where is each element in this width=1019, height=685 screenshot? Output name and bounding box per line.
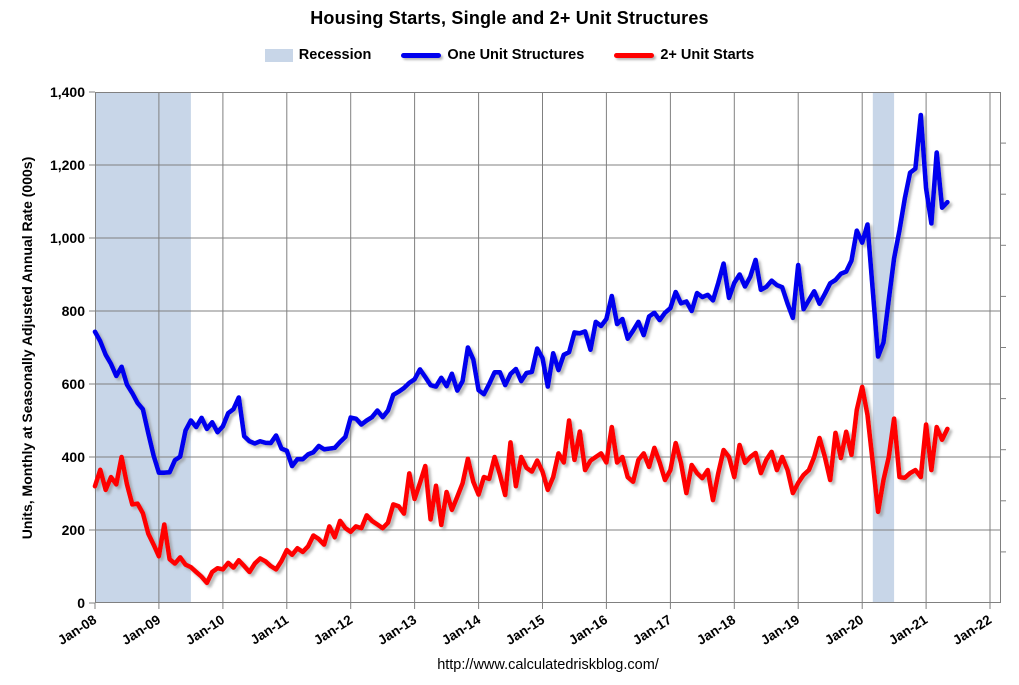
legend-label-two-plus: 2+ Unit Starts [660, 47, 755, 63]
plot-area [89, 91, 1006, 609]
legend-item-recession: Recession [264, 47, 372, 63]
footer-url: http://www.calculatedriskblog.com/ [437, 657, 659, 673]
recession-band [95, 92, 191, 603]
y-tick-label: 0 [77, 595, 85, 611]
y-axis-title: Units, Monthly at Seasonally Adjusted An… [19, 156, 35, 540]
legend: Recession One Unit Structures 2+ Unit St… [0, 47, 1019, 63]
chart-title: Housing Starts, Single and 2+ Unit Struc… [310, 8, 709, 28]
y-tick-label: 200 [61, 522, 85, 538]
legend-label-recession: Recession [298, 47, 372, 63]
y-tick-label: 400 [61, 449, 85, 465]
y-tick-label: 1,400 [49, 84, 85, 100]
one-unit-line-swatch [401, 52, 442, 58]
recession-band-swatch [264, 48, 293, 62]
plot-svg [89, 91, 1006, 609]
one-unit-structures-line [92, 112, 950, 476]
legend-item-two-plus: 2+ Unit Starts [614, 47, 754, 63]
two-plus-unit-starts-line [92, 384, 950, 586]
y-tick-label: 1,000 [49, 230, 85, 246]
legend-item-one-unit: One Unit Structures [401, 47, 584, 63]
y-tick-label: 1,200 [49, 157, 85, 173]
legend-label-one-unit: One Unit Structures [447, 47, 585, 63]
plot-border [95, 92, 1001, 603]
y-tick-label: 600 [61, 376, 85, 392]
y-tick-label: 800 [61, 303, 85, 319]
two-plus-line-swatch [614, 52, 655, 58]
